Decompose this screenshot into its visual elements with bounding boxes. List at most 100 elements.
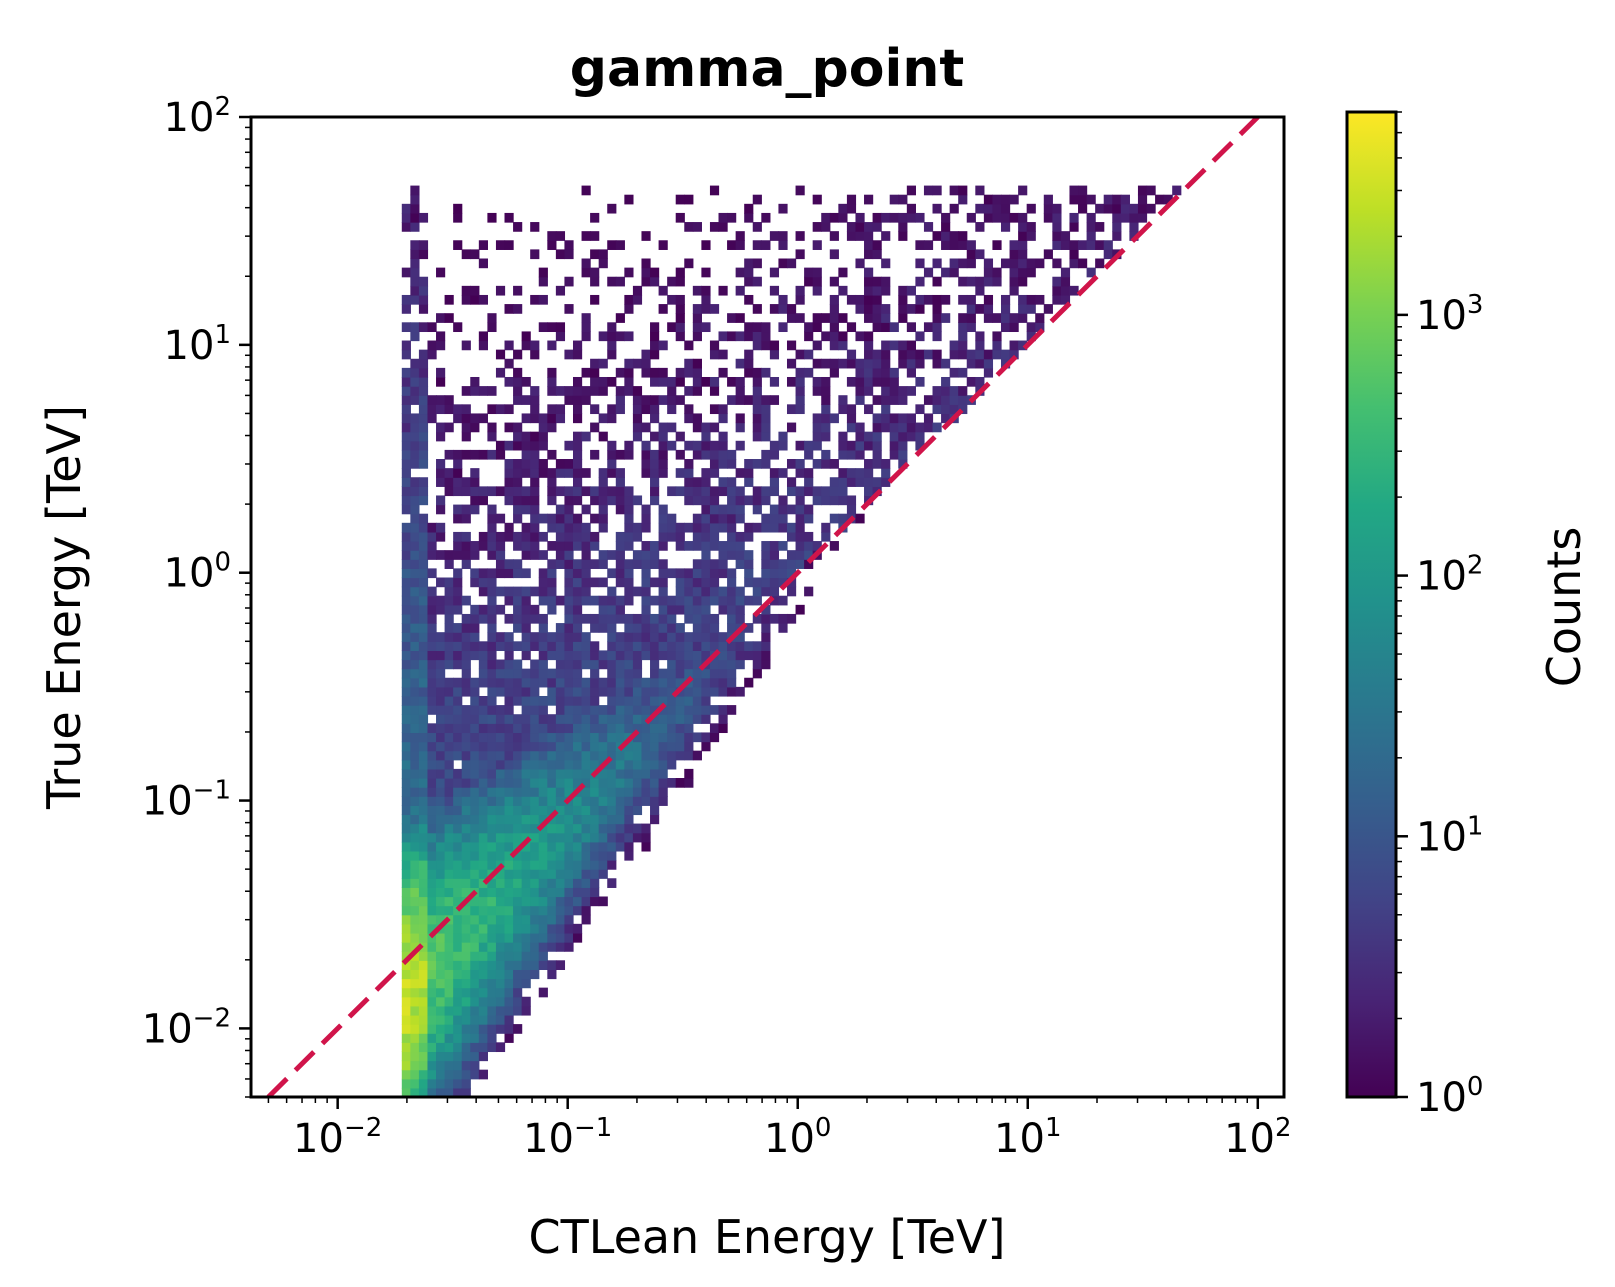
heatmap-cell <box>530 613 540 624</box>
heatmap-cell <box>444 860 454 870</box>
heatmap-cell <box>632 677 643 688</box>
heatmap-cell <box>846 203 857 214</box>
heatmap-cell <box>444 623 454 633</box>
heatmap-cell <box>530 796 540 806</box>
heatmap-cell <box>572 340 583 351</box>
heatmap-cell <box>598 331 608 342</box>
heatmap-cell <box>607 468 617 478</box>
heatmap-cell <box>555 814 566 825</box>
heatmap-cell <box>538 951 548 961</box>
heatmap-cell <box>436 495 446 506</box>
heatmap-cell <box>461 641 471 652</box>
heatmap-cell <box>906 322 916 333</box>
heatmap-cell <box>855 513 865 524</box>
heatmap-cell <box>572 778 583 788</box>
heatmap-cell <box>769 376 780 387</box>
heatmap-cell <box>752 376 762 387</box>
heatmap-cell <box>641 759 651 770</box>
heatmap-cell <box>461 404 471 415</box>
heatmap-cell <box>418 595 429 606</box>
heatmap-cell <box>564 276 574 287</box>
heatmap-cell <box>906 349 916 360</box>
heatmap-cell <box>418 996 429 1007</box>
heatmap-cell <box>504 632 514 642</box>
heatmap-cell <box>692 641 702 652</box>
heatmap-cell <box>829 495 839 506</box>
heatmap-cell <box>718 668 728 679</box>
heatmap-cell <box>547 695 557 706</box>
heatmap-cell <box>607 705 617 715</box>
heatmap-cell <box>658 595 668 606</box>
heatmap-cell <box>444 778 454 788</box>
heatmap-cell <box>889 449 899 460</box>
heatmap-cell <box>401 732 411 743</box>
heatmap-cell <box>701 376 711 387</box>
heatmap-cell <box>572 395 583 405</box>
heatmap-cell <box>470 878 480 888</box>
heatmap-cell <box>1018 240 1028 250</box>
heatmap-cell <box>615 541 625 551</box>
heatmap-cell <box>607 276 617 287</box>
heatmap-cell <box>513 531 523 542</box>
heatmap-cell <box>658 632 668 642</box>
heatmap-cell <box>692 686 702 697</box>
heatmap-cell <box>1137 212 1148 223</box>
heatmap-cell <box>538 878 548 888</box>
heatmap-cell <box>709 613 720 624</box>
heatmap-cell <box>401 212 411 223</box>
heatmap-cell <box>427 668 437 679</box>
heatmap-cell <box>521 1005 531 1016</box>
heatmap-cell <box>487 386 497 396</box>
heatmap-cell <box>906 431 916 442</box>
heatmap-cell <box>829 413 839 424</box>
heatmap-cell <box>504 1033 514 1043</box>
heatmap-cell <box>427 805 437 816</box>
heatmap-cell <box>444 714 454 724</box>
heatmap-cell <box>470 486 480 497</box>
heatmap-cell <box>607 623 617 633</box>
heatmap-cell <box>581 695 591 706</box>
heatmap-cell <box>718 349 728 360</box>
heatmap-cell <box>504 404 514 415</box>
heatmap-cell <box>538 650 548 661</box>
heatmap-cell <box>864 468 874 478</box>
heatmap-cell <box>898 358 908 369</box>
heatmap-cell <box>812 267 822 278</box>
heatmap-cell <box>410 194 420 205</box>
heatmap-cell <box>487 823 497 834</box>
heatmap-cell <box>650 613 660 624</box>
heatmap-cell <box>453 1033 463 1043</box>
heatmap-cell <box>692 477 702 487</box>
heatmap-cell <box>598 577 608 588</box>
heatmap-cell <box>470 695 480 706</box>
heatmap-cell <box>958 258 968 269</box>
heatmap-cell <box>538 887 548 898</box>
heatmap-cell <box>513 887 523 898</box>
heatmap-cell <box>607 668 617 679</box>
heatmap-cell <box>598 249 608 260</box>
heatmap-cell <box>692 322 702 333</box>
heatmap-cell <box>761 340 771 351</box>
heatmap-cell <box>658 459 668 469</box>
heatmap-cell <box>701 541 711 551</box>
heatmap-cell <box>572 404 583 415</box>
heatmap-cell <box>427 1033 437 1043</box>
heatmap-cell <box>401 905 411 916</box>
heatmap-cell <box>461 613 471 624</box>
heatmap-cell <box>769 522 780 533</box>
heatmap-cell <box>538 322 548 333</box>
heatmap-cell <box>555 823 566 834</box>
heatmap-cell <box>735 468 745 478</box>
heatmap-cell <box>410 212 420 223</box>
heatmap-cell <box>572 659 583 670</box>
heatmap-cell <box>615 695 625 706</box>
heatmap-cell <box>607 814 617 825</box>
heatmap-cell <box>478 932 488 943</box>
heatmap-cell <box>470 495 480 506</box>
heatmap-cell <box>598 386 608 396</box>
heatmap-cell <box>761 568 771 579</box>
heatmap-cell <box>564 550 574 560</box>
heatmap-cell <box>581 732 591 743</box>
heatmap-cell <box>949 349 959 360</box>
heatmap-cell <box>898 231 908 241</box>
